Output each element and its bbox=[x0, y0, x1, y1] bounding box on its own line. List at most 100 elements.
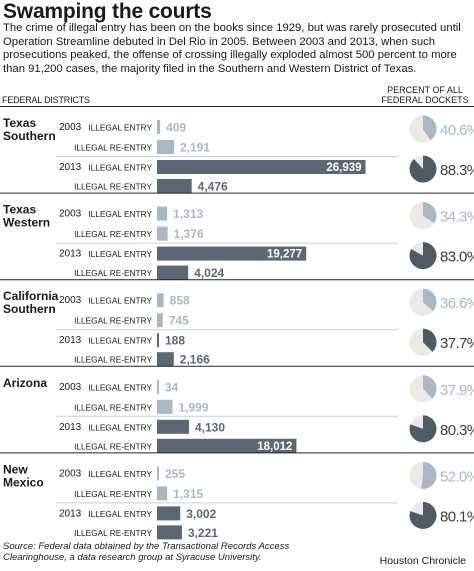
bar bbox=[157, 466, 159, 481]
bar bbox=[157, 293, 164, 308]
bar bbox=[157, 352, 174, 367]
pie-slice bbox=[409, 415, 437, 443]
bar bbox=[157, 313, 163, 328]
bar-value-label: 858 bbox=[170, 294, 190, 308]
bar-value-label: 1,315 bbox=[173, 487, 203, 501]
year-label: 2003 bbox=[59, 122, 82, 133]
district-name: Western bbox=[3, 216, 50, 230]
bar-category-label: ILLEGAL ENTRY bbox=[88, 382, 152, 392]
percent-label: 37.7% bbox=[440, 335, 474, 352]
bar-category-label: ILLEGAL RE-ENTRY bbox=[74, 355, 152, 365]
percent-label: 83.0% bbox=[440, 249, 474, 266]
bar-category-label: ILLEGAL ENTRY bbox=[88, 123, 152, 133]
bar-value-label: 188 bbox=[165, 334, 185, 348]
bar-value-label: 3,002 bbox=[186, 507, 216, 521]
bar-category-label: ILLEGAL RE-ENTRY bbox=[74, 441, 152, 451]
bar bbox=[157, 419, 189, 434]
district-name: Texas bbox=[3, 116, 36, 130]
bar bbox=[157, 120, 161, 134]
pie-slice bbox=[423, 202, 437, 224]
bar-category-label: ILLEGAL ENTRY bbox=[88, 249, 152, 259]
bar bbox=[157, 333, 159, 348]
pie-slice bbox=[409, 501, 437, 529]
bar-category-label: ILLEGAL RE-ENTRY bbox=[74, 489, 152, 499]
bar bbox=[157, 226, 168, 241]
bar-value-label: 2,191 bbox=[180, 141, 210, 155]
year-label: 2013 bbox=[59, 335, 82, 346]
bar-value-label: 4,024 bbox=[194, 266, 224, 280]
bar bbox=[157, 525, 182, 540]
percent-label: 36.6% bbox=[440, 295, 474, 312]
bar-value-label: 1,376 bbox=[174, 227, 204, 241]
percent-label: 34.3% bbox=[440, 209, 474, 226]
intro-text: The crime of illegal entry has been on t… bbox=[3, 22, 461, 75]
percent-label: 80.1% bbox=[440, 508, 474, 525]
percent-label: 80.3% bbox=[440, 422, 474, 439]
year-label: 2013 bbox=[59, 249, 82, 260]
bar-value-label: 3,221 bbox=[188, 526, 218, 540]
bar-category-label: ILLEGAL ENTRY bbox=[88, 509, 152, 519]
district-name: Mexico bbox=[3, 475, 44, 489]
percent-label: 40.6% bbox=[440, 122, 474, 139]
bar bbox=[157, 438, 297, 453]
percent-label: 52.0% bbox=[440, 468, 474, 485]
bar-value-label: 26,939 bbox=[326, 162, 361, 174]
year-label: 2003 bbox=[59, 209, 82, 220]
pie-slice bbox=[421, 461, 437, 489]
bar-value-label: 745 bbox=[169, 314, 189, 328]
district-name: New bbox=[3, 462, 28, 476]
bar-category-label: ILLEGAL ENTRY bbox=[88, 336, 152, 346]
bar bbox=[157, 486, 168, 501]
bar-category-label: ILLEGAL ENTRY bbox=[88, 422, 152, 432]
bar bbox=[157, 506, 181, 521]
bar bbox=[157, 179, 192, 193]
bar-category-label: ILLEGAL RE-ENTRY bbox=[74, 316, 152, 326]
header-rule bbox=[0, 106, 474, 107]
bar-category-label: ILLEGAL RE-ENTRY bbox=[74, 528, 152, 538]
chart-title: Swamping the courts bbox=[3, 0, 212, 23]
bar-value-label: 2,166 bbox=[180, 353, 210, 367]
bar-category-label: ILLEGAL ENTRY bbox=[88, 209, 152, 219]
year-label: 2013 bbox=[59, 508, 82, 519]
bar bbox=[157, 206, 168, 221]
bar-value-label: 18,012 bbox=[257, 441, 292, 453]
year-label: 2003 bbox=[59, 295, 82, 306]
bar bbox=[157, 265, 189, 280]
year-label: 2003 bbox=[59, 382, 82, 393]
year-label: 2013 bbox=[59, 422, 82, 433]
bar-category-label: ILLEGAL RE-ENTRY bbox=[74, 143, 152, 153]
percent-label: 88.3% bbox=[440, 162, 474, 179]
pie-slice bbox=[423, 288, 437, 312]
district-name: Arizona bbox=[3, 376, 47, 390]
bar bbox=[157, 246, 307, 261]
bar bbox=[157, 140, 174, 154]
header-percent-of-dockets: PERCENT OF ALL FEDERAL DOCKETS bbox=[381, 85, 469, 105]
bar-value-label: 1,313 bbox=[173, 207, 203, 221]
pie-slice bbox=[423, 328, 437, 352]
bar-value-label: 4,130 bbox=[195, 420, 225, 434]
bar-value-label: 1,999 bbox=[178, 400, 208, 414]
bar-category-label: ILLEGAL RE-ENTRY bbox=[74, 229, 152, 239]
district-name: Texas bbox=[3, 203, 36, 217]
pie-slice bbox=[409, 155, 437, 183]
credit-line: Houston Chronicle bbox=[379, 555, 466, 567]
year-label: 2013 bbox=[59, 162, 82, 173]
district-name: California bbox=[3, 289, 59, 303]
percent-label: 37.9% bbox=[440, 382, 474, 399]
bar bbox=[157, 399, 173, 414]
district-name: Southern bbox=[3, 302, 56, 316]
pie-slice bbox=[423, 115, 437, 141]
bar-category-label: ILLEGAL ENTRY bbox=[88, 296, 152, 306]
bar-value-label: 19,277 bbox=[267, 249, 302, 261]
pie-slice bbox=[409, 242, 437, 270]
bar bbox=[157, 379, 159, 394]
bar-category-label: ILLEGAL ENTRY bbox=[88, 163, 152, 173]
header-federal-districts: FEDERAL DISTRICTS bbox=[2, 95, 90, 105]
bar-value-label: 255 bbox=[165, 467, 185, 481]
bar-value-label: 409 bbox=[166, 121, 186, 135]
bar-category-label: ILLEGAL RE-ENTRY bbox=[74, 182, 152, 192]
bar bbox=[157, 160, 366, 174]
pie-slice bbox=[423, 375, 437, 399]
bar-value-label: 34 bbox=[165, 380, 179, 394]
